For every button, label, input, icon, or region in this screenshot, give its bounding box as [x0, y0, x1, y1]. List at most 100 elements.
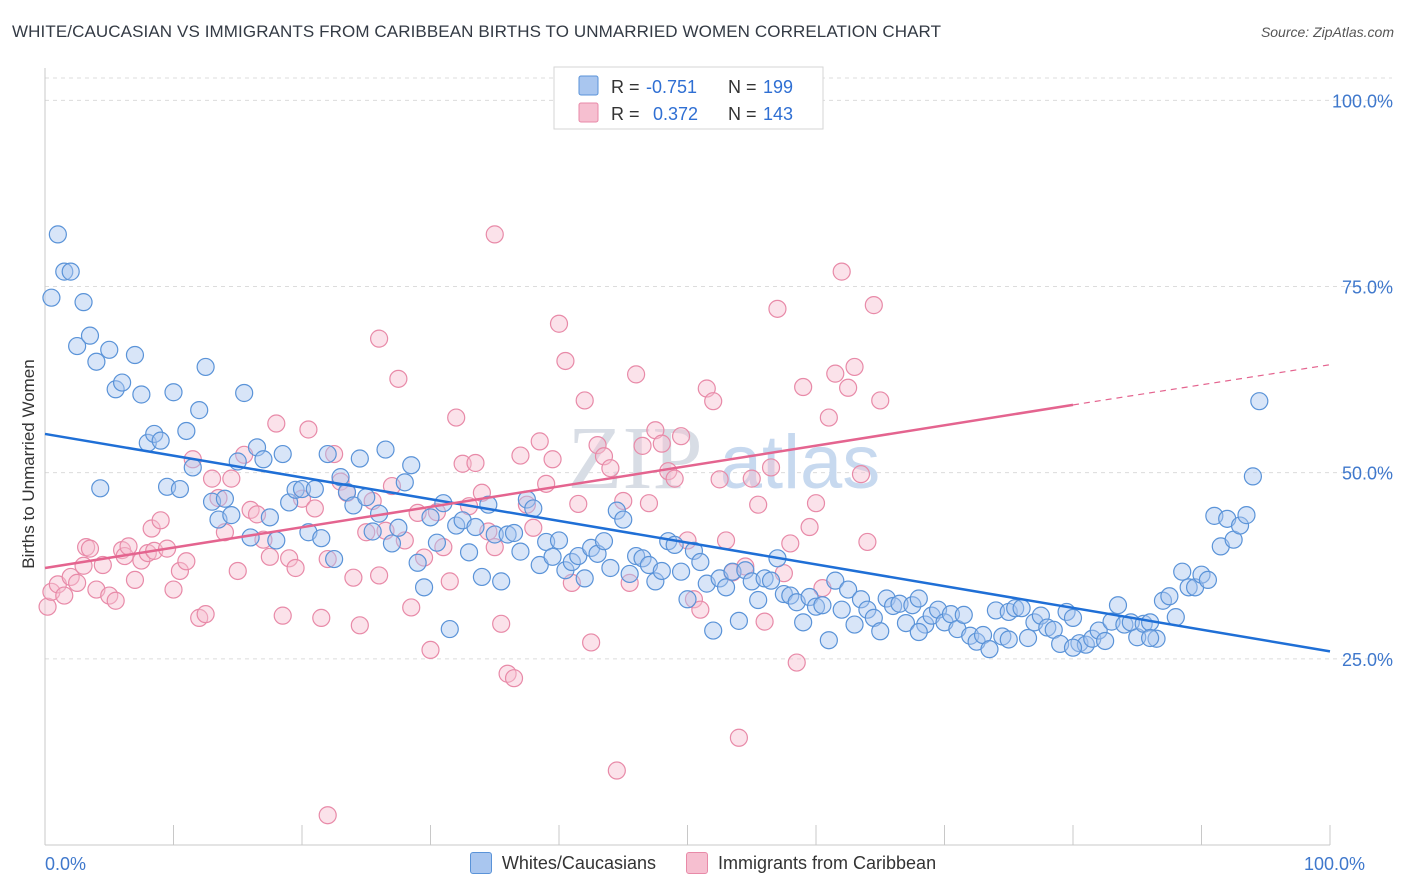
point-caribbean: [151, 511, 170, 530]
point-whites: [909, 622, 928, 642]
point-whites: [800, 587, 819, 607]
point-caribbean: [106, 591, 125, 610]
point-whites: [704, 621, 723, 640]
watermark-zip: ZIP: [568, 409, 703, 508]
point-caribbean: [588, 436, 607, 455]
point-whites: [80, 326, 100, 345]
point-caribbean: [556, 351, 575, 371]
point-whites: [260, 508, 279, 527]
y-tick-label: 25.0%: [1342, 650, 1393, 670]
point-whites: [183, 458, 202, 477]
point-whites: [151, 431, 170, 450]
point-caribbean: [421, 640, 440, 659]
point-whites: [459, 543, 479, 562]
point-whites: [813, 596, 832, 615]
point-whites: [601, 558, 620, 578]
point-caribbean: [742, 469, 761, 488]
point-caribbean: [312, 608, 331, 627]
point-whites: [254, 450, 273, 469]
point-caribbean: [119, 537, 138, 556]
point-whites: [1140, 628, 1160, 648]
point-whites: [408, 553, 427, 572]
point-whites: [781, 586, 800, 605]
x-tick-label: 0.0%: [45, 854, 86, 874]
point-caribbean: [716, 531, 736, 550]
trend-line-whites: [44, 432, 1331, 653]
point-caribbean: [273, 606, 292, 625]
watermark-atlas: atlas: [720, 420, 881, 505]
point-whites: [826, 571, 845, 590]
point-whites: [671, 562, 691, 581]
point-whites: [1230, 516, 1250, 535]
point-whites: [729, 611, 749, 630]
point-caribbean: [299, 420, 318, 439]
point-whites: [716, 578, 736, 597]
point-caribbean: [196, 605, 215, 624]
point-caribbean: [819, 408, 838, 427]
stats-r-label-whites: R =: [611, 77, 640, 97]
stats-r-value-caribbean: 0.372: [653, 104, 698, 124]
point-caribbean: [800, 517, 819, 537]
point-whites: [267, 531, 286, 550]
y-tick-label: 75.0%: [1342, 278, 1393, 298]
stats-legend: R = -0.751 N = 199 R = 0.372 N = 143: [553, 66, 824, 130]
point-whites: [1018, 628, 1038, 648]
point-whites: [549, 531, 569, 550]
point-whites: [1147, 629, 1166, 648]
point-whites: [980, 640, 999, 659]
point-whites: [504, 523, 524, 543]
point-caribbean: [761, 458, 781, 477]
point-whites: [170, 479, 190, 499]
point-caribbean: [749, 495, 768, 514]
point-caribbean: [671, 427, 691, 446]
point-caribbean: [164, 580, 183, 599]
point-whites: [1179, 578, 1198, 597]
y-tick-label: 50.0%: [1342, 464, 1393, 484]
point-whites: [761, 571, 781, 590]
point-caribbean: [350, 616, 369, 635]
point-whites: [318, 444, 337, 464]
point-whites: [414, 578, 434, 597]
stats-r-value-whites: -0.751: [646, 77, 697, 97]
trend-lines: [44, 364, 1331, 653]
point-caribbean: [684, 590, 704, 609]
legend-item-caribbean: Immigrants from Caribbean: [686, 852, 936, 874]
point-caribbean: [851, 465, 871, 484]
point-whites: [395, 473, 414, 492]
point-whites: [492, 572, 511, 591]
point-caribbean: [826, 364, 845, 383]
legend-swatch-caribbean: [686, 852, 708, 874]
point-whites: [312, 529, 331, 548]
point-caribbean: [582, 633, 601, 652]
point-caribbean: [370, 566, 389, 585]
point-whites: [68, 336, 87, 356]
point-caribbean: [357, 523, 376, 542]
series-caribbean-points: [38, 225, 890, 825]
point-whites: [511, 542, 530, 561]
point-caribbean: [177, 552, 196, 571]
point-whites: [530, 555, 549, 575]
point-whites: [1006, 599, 1025, 618]
point-caribbean: [370, 329, 389, 348]
point-whites: [691, 552, 710, 572]
point-whites: [235, 383, 254, 403]
point-whites: [1096, 631, 1115, 651]
point-caribbean: [260, 547, 279, 566]
point-caribbean: [492, 614, 511, 633]
point-caribbean: [318, 549, 337, 569]
x-tick-label: 100.0%: [1304, 854, 1365, 874]
point-caribbean: [639, 494, 659, 513]
point-whites: [273, 444, 292, 464]
point-whites: [614, 510, 633, 529]
point-caribbean: [575, 391, 594, 410]
point-whites: [652, 561, 671, 581]
point-whites: [774, 584, 793, 604]
point-caribbean: [665, 469, 684, 488]
stats-n-label-whites: N =: [728, 77, 757, 97]
point-whites: [215, 489, 234, 508]
point-caribbean: [202, 469, 222, 488]
point-caribbean: [607, 761, 626, 780]
point-whites: [42, 288, 61, 307]
point-whites: [594, 532, 614, 551]
